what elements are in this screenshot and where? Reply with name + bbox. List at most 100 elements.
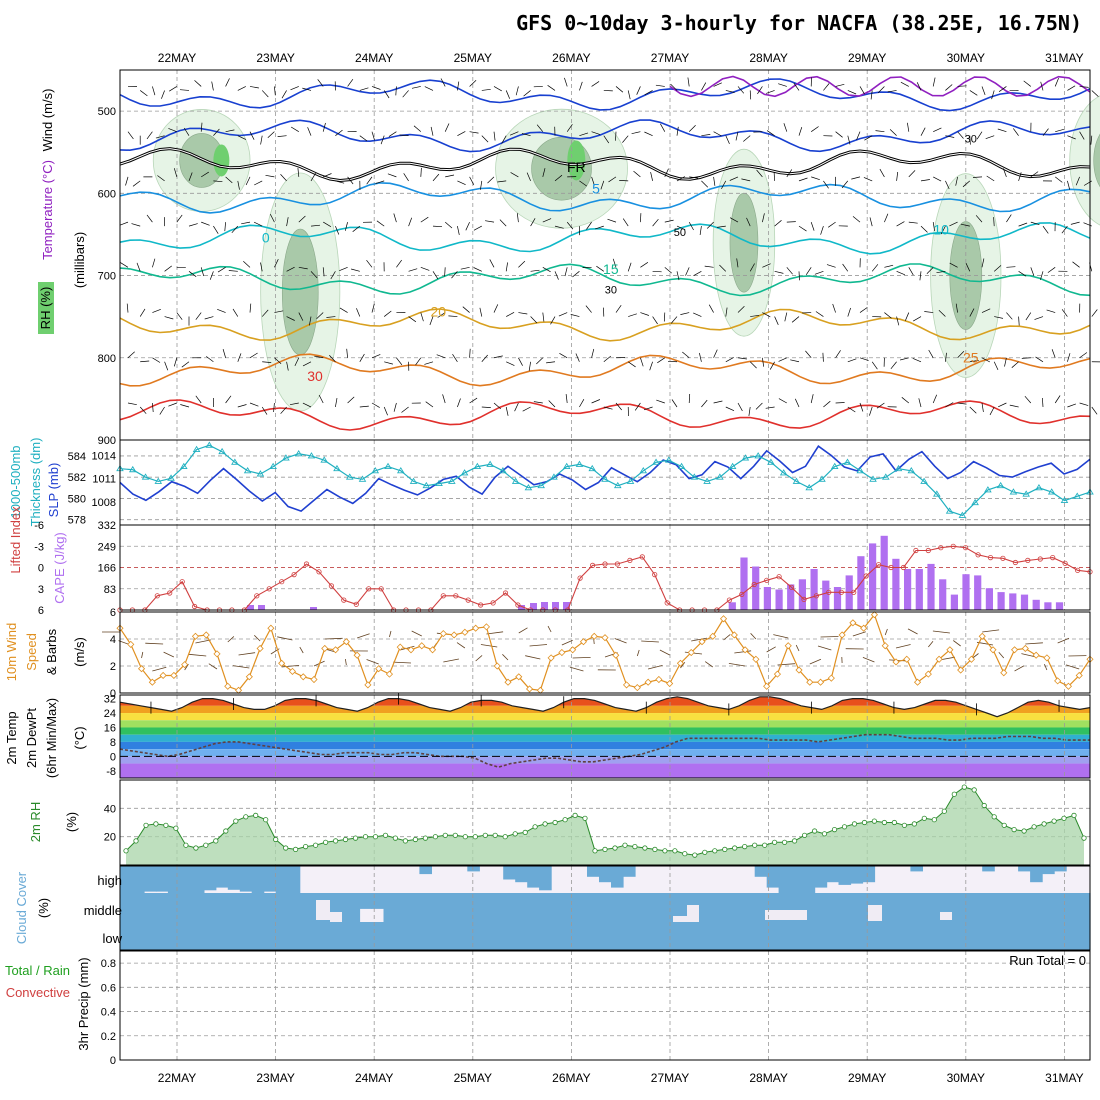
wind-barb [188,271,197,277]
rh2m-point [682,851,688,857]
wind-speed-point [870,611,879,619]
lifted-index-point [975,552,981,558]
wind-barb [163,651,175,658]
wind-barb [636,86,641,95]
wind-speed-point [224,682,232,690]
wind-speed-point [709,632,717,640]
rh2m-point [352,835,359,841]
wind-barb [277,636,293,641]
wind-barb [693,312,702,317]
wind-speed-point [515,673,523,681]
thickness-point [499,466,507,474]
wind-barb [896,316,900,326]
wind-barb [1018,222,1028,227]
wind-barb [457,81,460,91]
temp-color-band [120,741,1090,750]
cape-bar [1044,602,1052,610]
wind-barb [265,174,275,178]
wind-barb [290,86,299,91]
wind-barb [736,258,739,268]
wind-barb [473,225,482,231]
ylabel-rh2m-unit: (%) [64,812,79,832]
wind-barb [505,406,509,416]
lifted-index-tick: -6 [34,520,44,532]
wind-speed-point [978,632,986,640]
wind-barb [269,213,275,223]
wind-barb [366,176,373,185]
wind-barb [737,305,745,313]
lifted-index-point [652,571,658,578]
rh2m-point [622,842,628,848]
cloud-mid-bar [155,893,169,922]
rh2m-point [213,838,219,844]
wind-barb [687,77,690,87]
wind-barb [542,267,551,273]
cloud-high-bar [623,866,636,877]
wind-barb [933,127,942,132]
wind-barb [737,86,745,94]
wind-barb [640,262,649,268]
thickness-point [282,454,290,461]
cloud-tick: high [97,873,122,888]
wind-barb [420,267,430,271]
cloud-low-bar [311,922,325,950]
slp-tick: 1011 [92,474,116,486]
wind-speed-point [299,673,307,681]
lifted-index-point [1062,560,1068,566]
rh2m-point [971,787,977,793]
cape-tick: 83 [104,584,116,596]
cape-bar [915,569,923,610]
wind-barb [274,310,284,313]
wind-barb [249,352,258,359]
wind-barb [1035,356,1044,363]
wind-barb [499,219,507,227]
thickness-point [830,462,839,470]
cloud-mid-bar [383,893,397,922]
wind-barb [164,361,169,371]
wind-barb [554,271,559,280]
rh2m-point [133,838,139,844]
rh2m-point [632,843,638,850]
cloud-low-bar [479,922,492,950]
wind-barb [766,646,776,653]
wind-barb [633,170,641,178]
wind-speed-point [881,642,889,650]
cloud-low-bar [682,922,696,950]
wind-barb [835,83,845,87]
wind-barb [778,83,787,87]
wind-speed-point [816,678,825,686]
cloud-mid-bar [551,893,564,922]
cloud-high-bar [144,866,157,892]
wind-barb [591,176,595,186]
thickness-point [435,479,443,487]
wind-speed-point [687,648,695,657]
wind-barb [359,87,369,91]
wind-barb [766,130,775,136]
rh2m-point [572,812,578,819]
wind-barb [928,640,934,648]
thickness-point [562,462,571,470]
panel-frame [119,950,1091,1061]
lifted-index-tick: 3 [38,584,44,596]
wind-barb [614,638,627,644]
cloud-mid-bar [347,893,361,922]
wind-barb [366,259,373,268]
wind-barb [164,316,174,320]
wind-barb [157,175,165,182]
lifted-index-point [1000,555,1006,561]
wind-barb [670,316,678,324]
wind-barb [286,361,289,371]
cape-bar [950,594,958,610]
lifted-index-point [192,603,198,610]
wind-speed-point [849,619,857,627]
cloud-mid-bar [1030,893,1043,922]
cloud-mid-bar [838,893,852,922]
wind-speed-point [806,678,814,686]
wind-speed-point [310,675,318,684]
wind-barb [896,221,905,227]
wind-barb [615,304,622,313]
rh2m-point [732,845,738,851]
wind-barb [798,177,808,182]
wind-barb [750,314,760,317]
rh2m-point [143,822,149,828]
